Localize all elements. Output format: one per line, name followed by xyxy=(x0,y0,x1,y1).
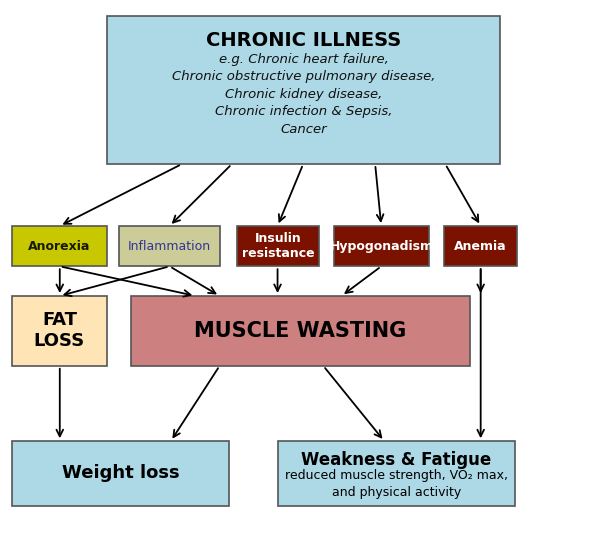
Text: FAT
LOSS: FAT LOSS xyxy=(34,312,85,350)
Bar xyxy=(119,226,220,266)
Text: MUSCLE WASTING: MUSCLE WASTING xyxy=(195,321,406,341)
Bar xyxy=(107,16,500,164)
Text: CHRONIC ILLNESS: CHRONIC ILLNESS xyxy=(206,31,401,50)
Text: reduced muscle strength, VO₂ max,
and physical activity: reduced muscle strength, VO₂ max, and ph… xyxy=(285,469,508,499)
Text: e.g. Chronic heart failure,
Chronic obstructive pulmonary disease,
Chronic kidne: e.g. Chronic heart failure, Chronic obst… xyxy=(172,53,435,136)
Bar xyxy=(12,296,107,366)
Bar xyxy=(131,296,470,366)
Text: Inflammation: Inflammation xyxy=(127,239,211,253)
Text: Hypogonadism: Hypogonadism xyxy=(329,239,434,253)
Text: Insulin
resistance: Insulin resistance xyxy=(242,232,314,260)
Bar xyxy=(278,441,515,506)
Bar xyxy=(12,441,229,506)
Text: Weight loss: Weight loss xyxy=(62,464,179,483)
Bar xyxy=(444,226,517,266)
Bar xyxy=(237,226,319,266)
Bar xyxy=(334,226,429,266)
Text: Anemia: Anemia xyxy=(454,239,507,253)
Bar xyxy=(12,226,107,266)
Text: Anorexia: Anorexia xyxy=(28,239,91,253)
Text: Weakness & Fatigue: Weakness & Fatigue xyxy=(301,451,492,469)
